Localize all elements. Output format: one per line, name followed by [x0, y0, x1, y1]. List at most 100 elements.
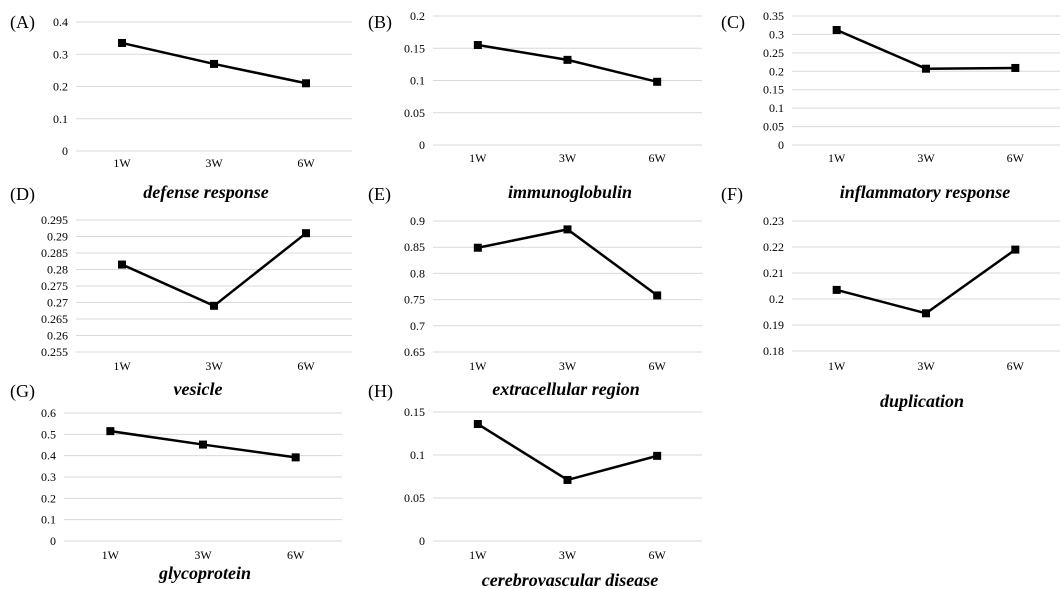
- panel-title: vesicle: [174, 379, 223, 399]
- panel-label: (B): [368, 12, 392, 33]
- chart-panel-f: (F) 0.18 0.19 0.2 0.21 0.22 0.23 1W 3W 6W duplicat…: [721, 184, 1060, 411]
- data-point-marker: [473, 243, 482, 252]
- y-tick-label: 0.85: [404, 240, 425, 254]
- data-point-marker: [653, 77, 662, 86]
- y-tick-label: 0.28: [47, 263, 68, 277]
- y-tick-label: 0.29: [47, 230, 68, 244]
- x-tick-label: 6W: [649, 359, 667, 373]
- y-tick-label: 0.2: [410, 9, 425, 23]
- y-tick-label: 0.1: [410, 74, 425, 88]
- y-tick-label: 0.9: [410, 214, 425, 228]
- data-point-marker: [653, 451, 662, 460]
- chart-panel-b: (B) 0 0.05 0.1 0.15 0.2 1W 3W 6W immunoglobulin: [368, 9, 702, 202]
- y-tick-label: 0.25: [763, 46, 784, 60]
- y-tick-label: 0.285: [41, 246, 68, 260]
- panel-label: (F): [721, 184, 743, 205]
- y-tick-label: 0.35: [763, 9, 784, 23]
- y-tick-label: 0.27: [47, 296, 68, 310]
- chart-panel-g: (G) 0 0.1 0.2 0.3 0.4 0.5 0.6 1W 3W 6W glycoprotein: [10, 381, 342, 583]
- data-point-marker: [473, 420, 482, 429]
- panel-label: (A): [10, 12, 35, 33]
- data-point-marker: [832, 285, 841, 294]
- chart-panel-e: (E) 0.65 0.7 0.75 0.8 0.85 0.9 1W 3W 6W extracellu…: [368, 184, 702, 399]
- chart-panel-h: (H) 0 0.05 0.1 0.15 1W 3W 6W cerebrovascular dis…: [368, 381, 702, 589]
- y-tick-label: 0.6: [41, 406, 56, 420]
- panel-title: glycoprotein: [158, 563, 251, 583]
- series-line: [836, 248, 1017, 315]
- chart-panel-a: (A) 0 0.1 0.2 0.3 0.4 1W 3W 6W defense response: [10, 12, 352, 202]
- y-tick-label: 0.22: [763, 240, 784, 254]
- panel-title: duplication: [880, 391, 964, 411]
- data-point-marker: [563, 475, 572, 484]
- y-tick-label: 0: [50, 534, 56, 548]
- panel-label: (E): [368, 184, 391, 205]
- y-tick-label: 0.26: [47, 329, 68, 343]
- x-tick-label: 1W: [113, 156, 131, 170]
- y-tick-label: 0.1: [410, 448, 425, 462]
- y-tick-label: 0: [419, 138, 425, 152]
- y-tick-label: 0.4: [53, 15, 68, 29]
- y-tick-label: 0.3: [41, 470, 56, 484]
- x-tick-label: 3W: [559, 151, 577, 165]
- x-tick-label: 3W: [205, 156, 223, 170]
- data-point-marker: [210, 301, 218, 310]
- y-tick-label: 0.19: [763, 318, 784, 332]
- y-tick-label: 0.275: [41, 279, 68, 293]
- y-tick-label: 0.1: [769, 101, 784, 115]
- y-tick-label: 0.7: [410, 319, 425, 333]
- y-tick-label: 0.5: [41, 427, 56, 441]
- y-tick-label: 0.265: [41, 312, 68, 326]
- data-point-marker: [106, 427, 115, 436]
- y-tick-label: 0: [419, 534, 425, 548]
- series-line: [477, 422, 658, 482]
- y-tick-label: 0.05: [404, 491, 425, 505]
- y-tick-label: 0: [62, 144, 68, 158]
- x-tick-label: 3W: [559, 359, 577, 373]
- y-tick-label: 0.1: [41, 513, 56, 527]
- chart-panel-d: (D) 0.255 0.26 0.265 0.27 0.275 0.28 0.285 0.29 0…: [10, 184, 352, 399]
- y-tick-label: 0.1: [53, 112, 68, 126]
- x-tick-label: 1W: [113, 359, 131, 373]
- y-tick-label: 0: [778, 138, 784, 152]
- x-tick-label: 1W: [828, 151, 846, 165]
- data-point-marker: [302, 79, 310, 88]
- x-tick-label: 3W: [559, 548, 577, 562]
- y-tick-label: 0.15: [404, 41, 425, 55]
- y-tick-label: 0.2: [41, 491, 56, 505]
- y-tick-label: 0.15: [404, 405, 425, 419]
- data-point-marker: [922, 309, 930, 318]
- x-tick-label: 3W: [194, 548, 212, 562]
- y-tick-label: 0.295: [41, 213, 68, 227]
- data-point-marker: [210, 59, 218, 68]
- x-tick-label: 3W: [917, 359, 935, 373]
- y-tick-label: 0.3: [53, 47, 68, 61]
- x-tick-label: 6W: [297, 156, 315, 170]
- data-point-marker: [922, 64, 930, 73]
- x-tick-label: 1W: [828, 359, 846, 373]
- y-tick-label: 0.255: [41, 345, 68, 359]
- panel-label: (D): [10, 184, 35, 205]
- x-tick-label: 6W: [297, 359, 315, 373]
- series-line: [477, 228, 658, 297]
- data-point-marker: [1011, 245, 1020, 254]
- data-point-marker: [118, 260, 126, 269]
- x-tick-label: 6W: [1007, 359, 1025, 373]
- panel-label: (H): [368, 381, 393, 402]
- y-tick-label: 0.23: [763, 214, 784, 228]
- data-point-marker: [563, 55, 572, 64]
- data-point-marker: [199, 440, 207, 449]
- panel-title: immunoglobulin: [508, 182, 632, 202]
- x-tick-label: 3W: [205, 359, 223, 373]
- panel-label: (G): [10, 381, 35, 402]
- y-tick-label: 0.2: [769, 292, 784, 306]
- x-tick-label: 6W: [649, 548, 667, 562]
- y-tick-label: 0.2: [769, 64, 784, 78]
- y-tick-label: 0.15: [763, 83, 784, 97]
- panel-label: (C): [721, 12, 745, 33]
- data-point-marker: [291, 453, 300, 462]
- x-tick-label: 1W: [469, 151, 487, 165]
- y-tick-label: 0.3: [769, 27, 784, 41]
- data-point-marker: [473, 41, 482, 50]
- x-tick-label: 6W: [1007, 151, 1025, 165]
